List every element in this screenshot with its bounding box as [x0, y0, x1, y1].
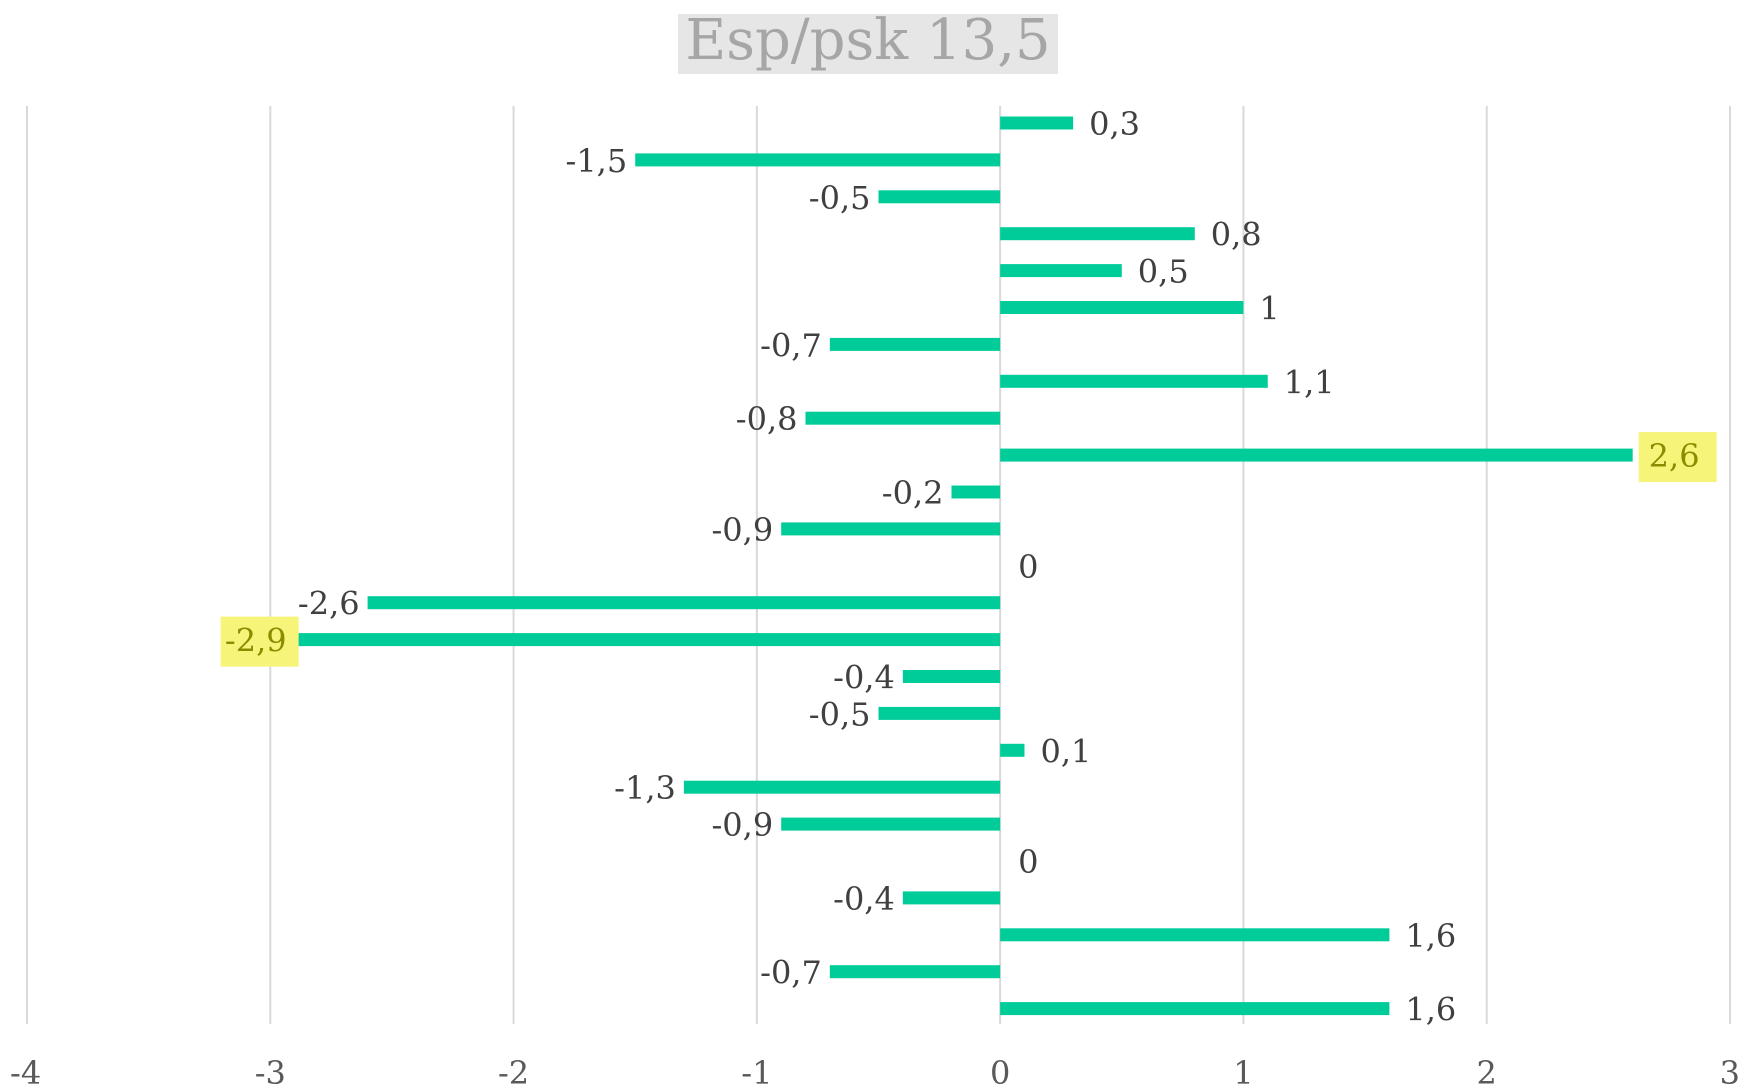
gridlines: [26, 106, 1731, 1024]
bar: [1000, 264, 1122, 278]
data-label: 0,5: [1138, 253, 1189, 291]
data-label: 0,8: [1211, 216, 1262, 254]
bar: [805, 411, 1001, 425]
data-label: 1,6: [1405, 991, 1456, 1029]
data-label-highlight: [1638, 432, 1717, 483]
bar: [367, 596, 1001, 610]
data-label: 0,3: [1089, 105, 1140, 143]
bar: [1000, 928, 1390, 942]
data-label-highlight: [220, 616, 299, 667]
data-label: 0: [1018, 548, 1038, 586]
bar: [683, 780, 1001, 794]
bar: [1000, 448, 1633, 462]
chart-title-background: [678, 14, 1058, 74]
data-label: -1,3: [614, 769, 676, 807]
data-label: -0,7: [760, 326, 822, 364]
x-tick-label: 3: [1720, 1054, 1740, 1089]
x-axis-tick-labels: -4 -3 -2 -1 0 1 2 3: [10, 1054, 1740, 1089]
bar: [878, 706, 1001, 720]
bar: [1000, 301, 1244, 314]
x-tick-label: -3: [255, 1054, 286, 1089]
data-label: 1,1: [1284, 363, 1335, 401]
x-tick-label: 0: [990, 1054, 1010, 1089]
data-label: 0,1: [1040, 732, 1091, 770]
data-label: -0,4: [833, 659, 895, 697]
bar: [878, 190, 1001, 204]
bars: [294, 116, 1633, 1016]
data-label: 1: [1259, 290, 1279, 328]
data-label: -0,5: [809, 695, 871, 733]
data-label: -0,8: [736, 400, 798, 438]
data-label: -0,5: [809, 179, 871, 217]
data-label: -2,6: [298, 585, 360, 623]
bar: [902, 891, 1001, 905]
data-label: -0,2: [882, 474, 944, 512]
bar: [951, 485, 1001, 499]
chart-title: Esp/psk 13,5: [685, 8, 1050, 73]
x-tick-label: 1: [1233, 1054, 1253, 1089]
data-label: -0,4: [833, 880, 895, 918]
x-tick-label: -2: [498, 1054, 529, 1089]
data-label: -0,9: [711, 511, 773, 549]
bar: [829, 965, 1001, 979]
bar: [1000, 374, 1268, 388]
x-tick-label: -1: [741, 1054, 772, 1089]
bar: [1000, 227, 1195, 241]
data-label: -1,5: [566, 142, 628, 180]
bar: [781, 817, 1001, 831]
data-label: 0: [1018, 843, 1038, 881]
bar: [781, 522, 1001, 536]
x-tick-label: 2: [1477, 1054, 1497, 1089]
data-label: 2,6: [1649, 437, 1700, 475]
data-label: -2,9: [225, 622, 287, 660]
data-label: 1,6: [1405, 917, 1456, 955]
data-label: -0,9: [711, 806, 773, 844]
bar: [1000, 743, 1025, 757]
bar: [294, 633, 1001, 647]
bar: [1000, 1002, 1390, 1016]
bar: [829, 337, 1001, 351]
bar: [902, 670, 1001, 683]
x-tick-label: -4: [10, 1054, 41, 1089]
data-labels: 0,3 -1,5 -0,5 0,8 0,5 1 -0,7 1,1 -0,8 2,6 -0,2 -0,9…: [220, 105, 1717, 1029]
bar: [1000, 116, 1074, 130]
data-label: -0,7: [760, 954, 822, 992]
chart-title-group: Esp/psk 13,5: [678, 8, 1058, 74]
bar: [635, 153, 1001, 167]
